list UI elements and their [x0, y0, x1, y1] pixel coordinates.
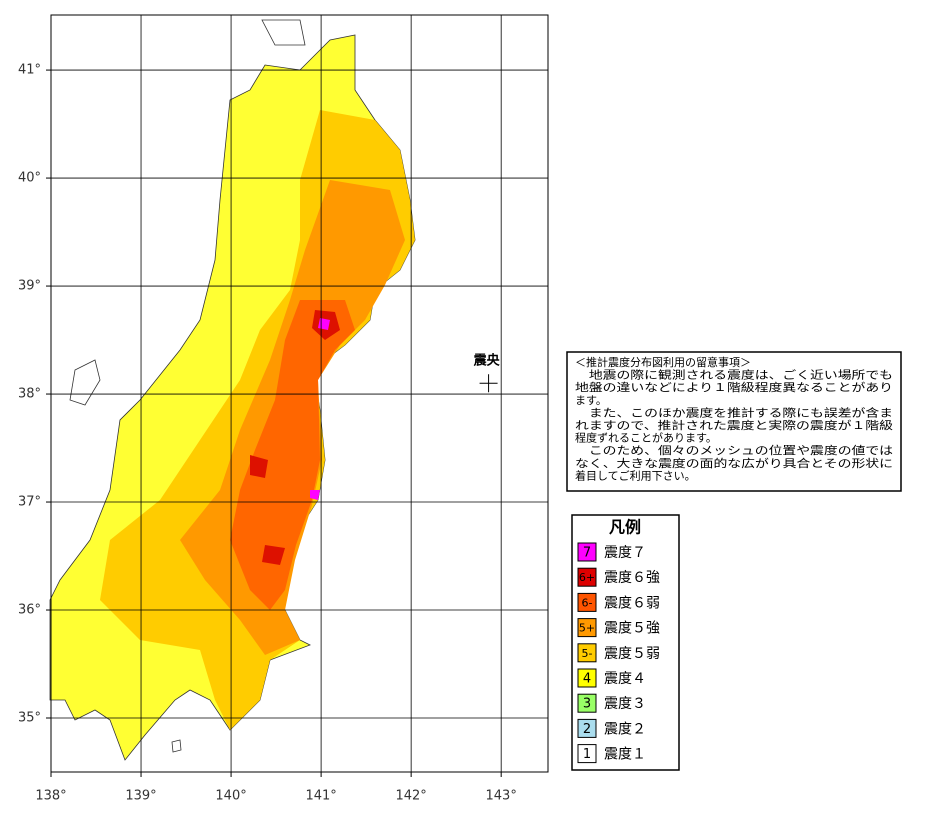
land: [49, 19, 416, 761]
legend-swatch: [577, 744, 597, 764]
epicenter-label: 震央: [473, 353, 501, 369]
notice-line: このため、個々のメッシュの位置や震度の値では: [575, 443, 893, 457]
hokkaido-edge: [261, 19, 306, 46]
x-tick-label: 140°: [215, 789, 246, 804]
x-tick-label: 142°: [395, 789, 426, 804]
x-tick-label: 138°: [35, 789, 66, 804]
y-tick-label: 37°: [18, 495, 41, 510]
legend-code: 5+: [579, 622, 595, 635]
legend-code: 3: [583, 697, 591, 712]
y-tick-label: 36°: [18, 603, 41, 618]
izu-oshima: [171, 739, 182, 753]
legend-swatch: [577, 542, 597, 562]
notice: ＜推計震度分布図利用の留意事項＞ 地震の際に観測される震度は、ごく近い場所でも地…: [575, 355, 893, 482]
y-tick-label: 40°: [18, 171, 41, 186]
legend-code: 1: [583, 747, 591, 762]
y-tick-label: 35°: [18, 711, 41, 726]
legend-label: 震度７: [604, 545, 646, 561]
notice-line: 地盤の違いなどにより１階級程度異なることがあり: [575, 380, 893, 394]
legend-label: 震度３: [604, 696, 646, 712]
legend-swatch: [577, 718, 597, 738]
notice-line: 着目してご利用下さい。: [575, 468, 696, 482]
y-tick-label: 39°: [18, 279, 41, 294]
notice-line: れますので、推計された震度と実際の震度が１階級: [575, 418, 893, 432]
legend-label: 震度４: [604, 671, 646, 687]
legend: 7 震度７ 6+ 震度６強 6- 震度６弱 5+ 震度５強 5- 震度５弱 4 震度４ 3 震度３ 2 震度２…: [577, 542, 660, 764]
legend-code: 6-: [582, 596, 593, 609]
legend-swatch: [577, 618, 597, 638]
sado-island: [69, 359, 101, 406]
x-tick-label: 143°: [486, 789, 517, 804]
legend-code: 4: [583, 672, 591, 687]
legend-label: 震度５強: [604, 621, 660, 637]
notice-line: なく、大きな震度の面的な広がり具合とその形状に: [575, 456, 893, 470]
legend-label: 震度６弱: [604, 595, 660, 611]
notice-box: [566, 351, 902, 492]
legend-title: 凡例: [609, 518, 641, 537]
legend-swatch: [577, 567, 597, 587]
notice-line: 地震の際に観測される震度は、ごく近い場所でも: [575, 368, 893, 382]
legend-code: 7: [583, 546, 591, 561]
x-tick-label: 141°: [305, 789, 336, 804]
legend-swatch: [577, 643, 597, 663]
legend-label: 震度１: [604, 747, 646, 763]
legend-label: 震度５弱: [604, 646, 660, 662]
y-tick-label: 38°: [18, 387, 41, 402]
legend-code: 2: [583, 722, 591, 737]
legend-swatch: [577, 592, 597, 612]
map-frame: [50, 14, 549, 773]
legend-code: 6+: [579, 571, 595, 584]
legend-label: 震度６強: [604, 570, 660, 586]
notice-line: 程度ずれることがあります。: [575, 431, 717, 445]
legend-swatch: [577, 668, 597, 688]
legend-label: 震度２: [604, 721, 646, 737]
y-tick-label: 41°: [18, 63, 41, 78]
notice-line: ます。: [575, 394, 607, 407]
legend-code: 5-: [582, 647, 593, 660]
legend-swatch: [577, 693, 597, 713]
zone-6-upper: [250, 310, 340, 565]
notice-line: ＜推計震度分布図利用の留意事項＞: [575, 355, 751, 369]
zone-6-lower: [230, 300, 355, 610]
x-tick-label: 139°: [125, 789, 156, 804]
notice-line: また、このほか震度を推計する際にも誤差が含ま: [575, 405, 893, 419]
